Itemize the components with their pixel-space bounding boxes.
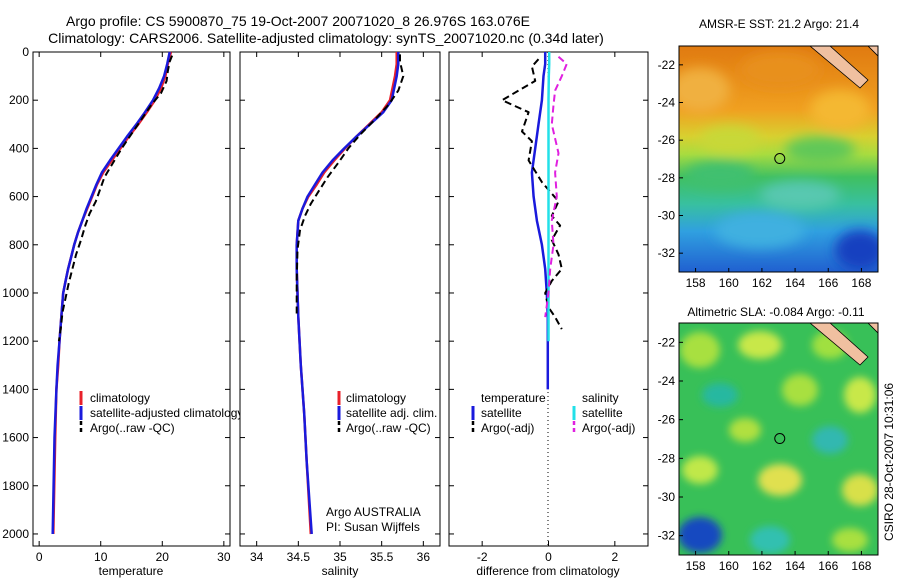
difference-profile-xtick-label: 0 — [545, 550, 552, 564]
legend-diff-sal-argo-label: Argo(-adj) — [582, 421, 635, 435]
salinity-profile-xtick-label: 34 — [250, 550, 264, 564]
legend-satellite-label: satellite-adjusted climatology — [90, 406, 243, 420]
salinity-legend: climatology satellite adj. clim. Argo(..… — [337, 391, 437, 435]
sla-map-xtick-label: 162 — [752, 559, 772, 573]
temperature-profile-xtick-label: 10 — [94, 550, 108, 564]
sla-map-panel: Altimetric SLA: -0.084 Argo: -0.11 — [658, 305, 879, 573]
sla-map-ytick-label: -30 — [658, 490, 676, 504]
salinity-xlabel: salinity — [322, 564, 359, 578]
difference-profile-xtick-label: -2 — [477, 550, 488, 564]
legend-diff-salinity-heading: salinity — [582, 391, 619, 405]
sla-map-title: Altimetric SLA: -0.084 Argo: -0.11 — [687, 305, 865, 319]
sst-map-xtick-label: 162 — [752, 276, 772, 290]
difference-profile-series-salinity-argo-adj- — [544, 56, 568, 318]
depth-tick-label: 1400 — [2, 382, 29, 396]
difference-xlabel: difference from climatology — [476, 564, 619, 578]
legend-argo-label: Argo(..raw -QC) — [90, 421, 175, 435]
sst-map-xtick-label: 160 — [719, 276, 739, 290]
sla-profile-location-marker — [774, 433, 786, 445]
sla-map-xtick-label: 164 — [785, 559, 805, 573]
sst-map-xtick-label: 168 — [851, 276, 871, 290]
difference-panel: -2 0 2 difference from climatology tempera… — [448, 51, 649, 578]
sla-field — [679, 323, 878, 555]
sst-map-frame — [678, 45, 879, 273]
figure-title-line2: Climatology: CARS2006. Satellite-adjuste… — [48, 30, 604, 46]
salinity-profile-xtick-label: 36 — [417, 550, 431, 564]
legend-sal-satellite-label: satellite adj. clim. — [346, 406, 437, 420]
sst-map-xtick-label: 158 — [686, 276, 706, 290]
depth-tick-label: 2000 — [2, 527, 29, 541]
sst-map-panel: AMSR-E SST: 21.2 Argo: 21.4 158 160 162 164… — [658, 17, 879, 290]
sla-map-ytick-label: -28 — [658, 451, 676, 465]
sst-map-ytick-label: -26 — [658, 133, 676, 147]
temperature-xlabel: temperature — [99, 564, 164, 578]
legend-diff-temp-argo-label: Argo(-adj) — [481, 421, 534, 435]
salinity-profile-series-satellite-adj-clim- — [295, 52, 400, 535]
salinity-axes-frame — [239, 51, 441, 547]
legend-diff-sal-satellite-label: satellite — [582, 406, 623, 420]
difference-legend: temperature satellite Argo(-adj) salinit… — [471, 391, 635, 435]
temperature-profile-xtick-label: 0 — [36, 550, 43, 564]
sla-map-ytick-label: -22 — [658, 335, 676, 349]
sla-map-xtick-label: 166 — [818, 559, 838, 573]
temperature-profile-xtick-label: 20 — [156, 550, 170, 564]
sla-map-ytick-label: -32 — [658, 529, 676, 543]
sst-field — [679, 46, 878, 272]
annotation-pi: PI: Susan Wijffels — [326, 520, 420, 534]
sst-map-ytick-label: -28 — [658, 171, 676, 185]
sla-map-xtick-label: 160 — [719, 559, 739, 573]
sla-map-ytick-label: -26 — [658, 413, 676, 427]
sla-map-frame — [678, 322, 879, 556]
legend-climatology-label: climatology — [90, 391, 150, 405]
depth-tick-label: 600 — [9, 190, 29, 204]
sst-map-ytick-label: -24 — [658, 96, 676, 110]
annotation-argo-australia: Argo AUSTRALIA — [326, 505, 421, 519]
depth-tick-label: 1000 — [2, 286, 29, 300]
temperature-legend: climatology satellite-adjusted climatolo… — [79, 391, 243, 435]
salinity-profile-xtick-label: 35 — [333, 550, 347, 564]
depth-tick-label: 400 — [9, 141, 29, 155]
temperature-profile-xtick-label: 30 — [217, 550, 231, 564]
difference-profile-series-salinity-satellite — [547, 52, 551, 342]
depth-tick-label: 200 — [9, 93, 29, 107]
salinity-panel: 34 34.5 35 35.5 36 salinity climatology sate… — [239, 51, 441, 578]
sla-map-xtick-label: 168 — [851, 559, 871, 573]
sla-map-ytick-label: -24 — [658, 374, 676, 388]
temperature-profile-series-argo-raw-qc- — [57, 55, 174, 342]
depth-tick-label: 800 — [9, 238, 29, 252]
csiro-timestamp-label: CSIRO 28-Oct-2007 10:31:06 — [882, 383, 896, 541]
sst-profile-location-marker — [774, 153, 786, 165]
figure-title-line1: Argo profile: CS 5900870_75 19-Oct-2007 … — [66, 13, 530, 29]
salinity-profile-xtick-label: 35.5 — [370, 550, 394, 564]
depth-tick-label: 0 — [22, 45, 29, 59]
depth-tick-label: 1600 — [2, 431, 29, 445]
legend-sal-argo-label: Argo(..raw -QC) — [346, 421, 431, 435]
legend-sal-climatology-label: climatology — [346, 391, 406, 405]
salinity-profile-xtick-label: 34.5 — [287, 550, 311, 564]
depth-tick-label: 1200 — [2, 334, 29, 348]
sst-map-title: AMSR-E SST: 21.2 Argo: 21.4 — [699, 17, 859, 31]
temperature-panel: 0 10 20 30 0 200 400 600 800 1000 1200 1400 1600 1800… — [2, 45, 243, 578]
sst-map-ytick-label: -22 — [658, 58, 676, 72]
sst-map-xtick-label: 166 — [818, 276, 838, 290]
sst-map-ytick-label: -30 — [658, 209, 676, 223]
sla-map-xtick-label: 158 — [686, 559, 706, 573]
depth-tick-label: 1800 — [2, 479, 29, 493]
difference-profile-xtick-label: 2 — [611, 550, 618, 564]
legend-diff-temp-satellite-label: satellite — [481, 406, 522, 420]
legend-diff-temperature-heading: temperature — [481, 391, 546, 405]
sst-map-ytick-label: -32 — [658, 246, 676, 260]
sst-map-xtick-label: 164 — [785, 276, 805, 290]
